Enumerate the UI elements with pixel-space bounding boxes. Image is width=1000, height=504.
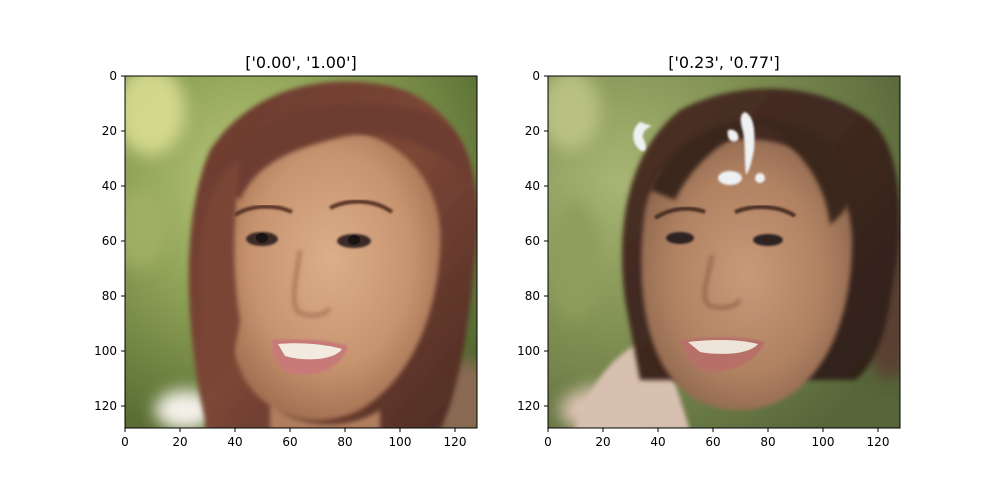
axes-frame <box>124 75 478 429</box>
subplot-title: ['0.00', '1.00'] <box>245 53 357 72</box>
face-image-child <box>548 76 900 428</box>
axes-frame <box>547 75 901 429</box>
x-tick-label: 60 <box>705 435 720 449</box>
axis-ticks: 0 20 40 60 80 100 120 0 20 40 60 80 100 120 <box>94 69 466 449</box>
x-tick-label: 80 <box>760 435 775 449</box>
y-tick-label: 80 <box>525 289 540 303</box>
x-tick-label: 100 <box>389 435 412 449</box>
y-tick-label: 80 <box>102 289 117 303</box>
face-image-woman <box>125 76 477 428</box>
subplot-left: ['0.00', '1.00'] <box>94 53 478 449</box>
x-tick-label: 0 <box>121 435 129 449</box>
x-tick-label: 80 <box>337 435 352 449</box>
y-tick-label: 40 <box>102 179 117 193</box>
y-tick-label: 120 <box>94 399 117 413</box>
x-tick-label: 120 <box>867 435 890 449</box>
y-tick-label: 40 <box>525 179 540 193</box>
subplot-title: ['0.23', '0.77'] <box>668 53 780 72</box>
y-tick-label: 60 <box>525 234 540 248</box>
x-tick-label: 20 <box>172 435 187 449</box>
x-tick-label: 60 <box>282 435 297 449</box>
x-tick-label: 120 <box>444 435 467 449</box>
y-tick-label: 100 <box>94 344 117 358</box>
y-tick-label: 100 <box>517 344 540 358</box>
y-tick-label: 60 <box>102 234 117 248</box>
subplot-right: ['0.23', '0.77'] <box>517 53 901 449</box>
y-tick-label: 0 <box>109 69 117 83</box>
x-tick-label: 40 <box>650 435 665 449</box>
x-tick-label: 100 <box>812 435 835 449</box>
y-tick-label: 0 <box>532 69 540 83</box>
x-tick-label: 0 <box>544 435 552 449</box>
axis-ticks: 0 20 40 60 80 100 120 0 20 40 60 80 100 120 <box>517 69 889 449</box>
y-tick-label: 120 <box>517 399 540 413</box>
y-tick-label: 20 <box>525 124 540 138</box>
x-tick-label: 40 <box>227 435 242 449</box>
y-tick-label: 20 <box>102 124 117 138</box>
x-tick-label: 20 <box>595 435 610 449</box>
